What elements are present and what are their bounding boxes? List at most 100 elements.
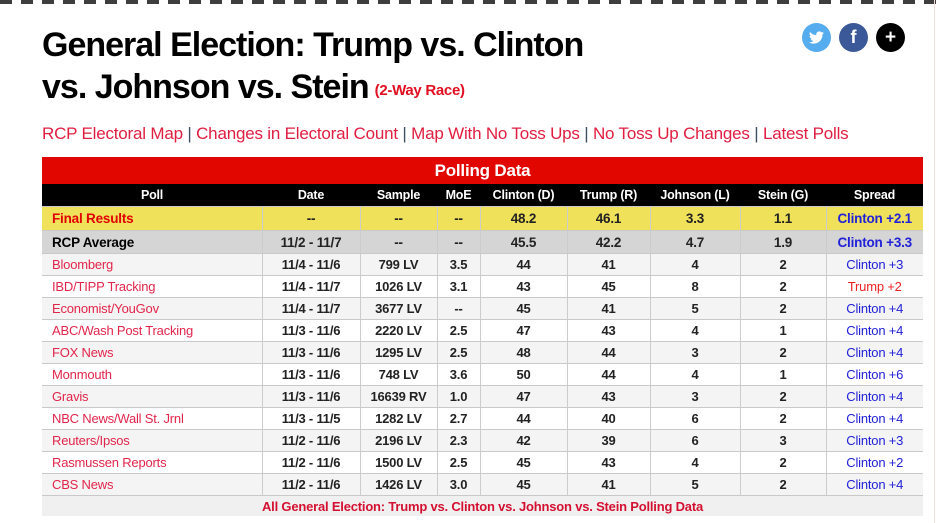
poll-name-link[interactable]: CBS News: [52, 477, 114, 492]
poll-cell: FOX News: [42, 341, 262, 364]
all-polling-data-link[interactable]: All General Election: Trump vs. Clinton …: [261, 498, 703, 514]
trump-cell: 43: [566, 385, 650, 408]
column-header: Poll: [42, 184, 262, 207]
moe-cell: --: [436, 206, 480, 231]
trump-cell: 43: [566, 319, 650, 342]
stein-cell: 1.9: [739, 230, 826, 254]
poll-name-link[interactable]: FOX News: [52, 345, 114, 360]
spread-cell: Clinton +3: [825, 429, 923, 452]
johnson-cell: 6: [649, 407, 740, 430]
poll-name-link[interactable]: Final Results: [52, 211, 134, 226]
nav-link[interactable]: RCP Electoral Map: [42, 124, 183, 143]
poll-name-link[interactable]: Reuters/Ipsos: [52, 433, 130, 448]
poll-cell: ABC/Wash Post Tracking: [42, 319, 262, 342]
poll-name-link[interactable]: Rasmussen Reports: [52, 455, 167, 470]
stein-cell: 3: [739, 429, 826, 452]
poll-name-link[interactable]: ABC/Wash Post Tracking: [52, 323, 194, 338]
sample-cell: 748 LV: [359, 363, 437, 386]
date-cell: 11/2 - 11/6: [261, 429, 360, 452]
date-cell: 11/4 - 11/7: [261, 297, 360, 320]
stein-cell: 2: [739, 385, 826, 408]
date-cell: 11/3 - 11/6: [261, 341, 360, 364]
title-line-1: General Election: Trump vs. Clinton: [42, 26, 584, 64]
poll-cell: Monmouth: [42, 363, 262, 386]
johnson-cell: 3: [649, 341, 740, 364]
poll-name-link[interactable]: NBC News/Wall St. Jrnl: [52, 411, 184, 426]
spread-cell: Clinton +4: [825, 385, 923, 408]
poll-cell: Final Results: [42, 206, 262, 231]
clinton-cell: 43: [479, 275, 567, 298]
spread-cell: Clinton +3.3: [825, 230, 923, 254]
johnson-cell: 5: [649, 473, 740, 496]
sample-cell: 2220 LV: [359, 319, 437, 342]
nav-separator: |: [182, 124, 197, 143]
poll-name-link[interactable]: IBD/TIPP Tracking: [52, 279, 156, 294]
stein-cell: 1: [739, 363, 826, 386]
rcp-average-row: RCP Average 11/2 - 11/7 -- -- 45.5 42.2 4.7 1.9…: [42, 230, 923, 254]
sample-cell: 1426 LV: [359, 473, 437, 496]
clipped-text-artifact: [0, 0, 938, 4]
facebook-icon: f: [850, 27, 857, 47]
johnson-cell: 4: [649, 451, 740, 474]
column-header: Date: [262, 184, 360, 207]
column-header: Clinton (D): [480, 184, 567, 207]
poll-cell: NBC News/Wall St. Jrnl: [42, 407, 262, 430]
poll-name-link[interactable]: Gravis: [52, 389, 89, 404]
johnson-cell: 4: [649, 363, 740, 386]
poll-cell: Reuters/Ipsos: [42, 429, 262, 452]
trump-cell: 44: [566, 363, 650, 386]
poll-cell: Rasmussen Reports: [42, 451, 262, 474]
poll-row: Economist/YouGov 11/4 - 11/7 3677 LV -- 45 41…: [42, 297, 923, 320]
date-cell: 11/3 - 11/6: [261, 385, 360, 408]
spread-cell: Clinton +2: [825, 451, 923, 474]
date-cell: 11/4 - 11/6: [261, 253, 360, 276]
poll-name-link[interactable]: Bloomberg: [52, 257, 114, 272]
clinton-cell: 44: [479, 407, 567, 430]
twitter-share-button[interactable]: [802, 23, 831, 52]
sample-cell: 3677 LV: [359, 297, 437, 320]
race-note: (2-Way Race): [374, 82, 465, 99]
date-cell: 11/2 - 11/6: [261, 451, 360, 474]
spread-cell: Clinton +2.1: [825, 206, 923, 231]
moe-cell: --: [436, 230, 480, 254]
date-cell: --: [261, 206, 360, 231]
clinton-cell: 45: [479, 451, 567, 474]
johnson-cell: 3.3: [649, 206, 740, 231]
trump-cell: 46.1: [566, 206, 650, 231]
moe-cell: 2.7: [436, 407, 480, 430]
trump-cell: 45: [566, 275, 650, 298]
poll-cell: Economist/YouGov: [42, 297, 262, 320]
more-share-button[interactable]: +: [876, 23, 905, 52]
stein-cell: 2: [739, 407, 826, 430]
sample-cell: 1295 LV: [359, 341, 437, 364]
column-header: MoE: [437, 184, 480, 207]
poll-name-link[interactable]: Monmouth: [52, 367, 112, 382]
clinton-cell: 47: [479, 385, 567, 408]
nav-link[interactable]: No Toss Up Changes: [592, 124, 750, 143]
column-header: Stein (G): [740, 184, 826, 207]
clinton-cell: 47: [479, 319, 567, 342]
poll-cell: Bloomberg: [42, 253, 262, 276]
column-header: Sample: [360, 184, 437, 207]
poll-row: Bloomberg 11/4 - 11/6 799 LV 3.5 44 41 4 2 Clint…: [42, 253, 923, 276]
spread-cell: Clinton +4: [825, 297, 923, 320]
nav-separator: |: [397, 124, 412, 143]
nav-link[interactable]: Latest Polls: [762, 124, 849, 143]
nav-link[interactable]: Map With No Toss Ups: [411, 124, 580, 143]
sample-cell: --: [359, 230, 437, 254]
facebook-share-button[interactable]: f: [839, 23, 868, 52]
poll-row: Gravis 11/3 - 11/6 16639 RV 1.0 47 43 3 2 Clinto…: [42, 385, 923, 408]
moe-cell: 3.0: [436, 473, 480, 496]
moe-cell: 2.5: [436, 451, 480, 474]
date-cell: 11/2 - 11/7: [261, 230, 360, 254]
johnson-cell: 4: [649, 319, 740, 342]
clinton-cell: 48.2: [479, 206, 567, 231]
clinton-cell: 50: [479, 363, 567, 386]
final-results-row: Final Results -- -- -- 48.2 46.1 3.3 1.1 Clinton…: [42, 206, 923, 231]
poll-name-link[interactable]: Economist/YouGov: [52, 301, 159, 316]
footer-cell: All General Election: Trump vs. Clinton …: [42, 495, 923, 516]
nav-link[interactable]: Changes in Electoral Count: [196, 124, 398, 143]
johnson-cell: 5: [649, 297, 740, 320]
clinton-cell: 45.5: [479, 230, 567, 254]
